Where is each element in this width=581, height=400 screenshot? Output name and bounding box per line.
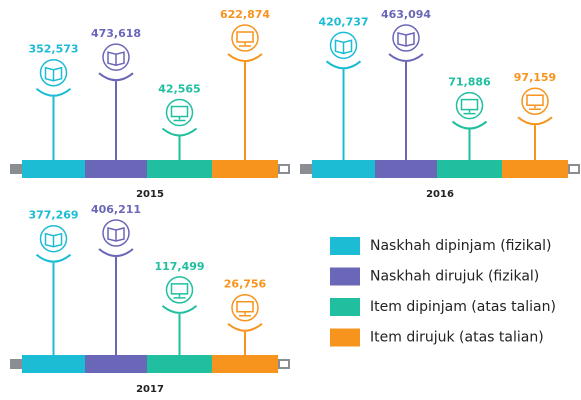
pin-circle bbox=[521, 87, 549, 115]
book-icon bbox=[44, 232, 63, 248]
legend-label: Naskhah dipinjam (fizikal) bbox=[370, 238, 552, 254]
book-icon bbox=[44, 66, 63, 82]
pin-arc bbox=[35, 87, 72, 97]
value-label: 420,737 bbox=[318, 15, 368, 28]
pin-arc bbox=[388, 53, 424, 62]
bar-segment bbox=[85, 355, 147, 373]
bar-segment bbox=[437, 160, 502, 178]
value-label: 622,874 bbox=[220, 8, 270, 21]
year-label: 2017 bbox=[136, 384, 164, 395]
value-label: 97,159 bbox=[514, 71, 556, 84]
bar-segment bbox=[212, 355, 278, 373]
monitor-stand bbox=[173, 293, 186, 299]
pin-arc bbox=[161, 305, 198, 314]
pin-circle bbox=[165, 98, 194, 127]
end-cap bbox=[300, 164, 314, 174]
monitor-stand bbox=[529, 105, 541, 110]
pin-arc bbox=[451, 120, 488, 130]
pin-circle bbox=[231, 293, 259, 322]
legend-swatch bbox=[330, 328, 360, 347]
bar-segment bbox=[85, 160, 147, 178]
end-cap-inner bbox=[570, 166, 578, 172]
legend-swatch bbox=[330, 237, 360, 255]
pin-arc bbox=[517, 116, 553, 126]
pin-arc bbox=[227, 53, 263, 62]
legend-swatch bbox=[330, 298, 360, 316]
value-label: 117,499 bbox=[154, 260, 204, 273]
end-cap bbox=[10, 359, 24, 369]
pin-arc bbox=[35, 253, 72, 263]
value-label: 42,565 bbox=[158, 83, 200, 96]
pin-arc bbox=[227, 322, 263, 332]
book-icon bbox=[397, 32, 415, 47]
year-label: 2016 bbox=[426, 189, 454, 200]
pin-arc bbox=[98, 72, 134, 82]
year-label: 2015 bbox=[136, 189, 164, 200]
bar-segment bbox=[212, 160, 278, 178]
bar-segment bbox=[147, 355, 212, 373]
monitor-stand bbox=[239, 42, 251, 47]
legend-swatch bbox=[330, 267, 360, 286]
legend-label: Item dirujuk (atas talian) bbox=[370, 330, 544, 346]
legend-label: Item dipinjam (atas talian) bbox=[370, 299, 556, 315]
value-label: 26,756 bbox=[224, 278, 267, 291]
bar-segment bbox=[375, 160, 437, 178]
value-label: 352,573 bbox=[28, 43, 78, 56]
pin-circle bbox=[165, 276, 194, 304]
book-icon bbox=[107, 227, 125, 242]
end-cap bbox=[10, 164, 24, 174]
book-icon bbox=[107, 51, 125, 66]
end-cap-inner bbox=[280, 361, 288, 367]
pin-circle bbox=[455, 91, 484, 120]
pin-arc bbox=[325, 60, 362, 70]
legend-label: Naskhah dirujuk (fizikal) bbox=[370, 269, 539, 285]
pin-circle bbox=[231, 24, 259, 52]
bar-segment bbox=[22, 160, 85, 178]
bar-segment bbox=[502, 160, 568, 178]
monitor-stand bbox=[463, 109, 476, 115]
bar-segment bbox=[312, 160, 375, 178]
bar-segment bbox=[147, 160, 212, 178]
monitor-stand bbox=[239, 311, 251, 317]
value-label: 473,618 bbox=[91, 27, 141, 40]
value-label: 463,094 bbox=[381, 8, 431, 21]
monitor-stand bbox=[173, 116, 186, 122]
end-cap-inner bbox=[280, 166, 288, 172]
value-label: 71,886 bbox=[448, 76, 491, 89]
pin-arc bbox=[161, 127, 198, 137]
bar-segment bbox=[22, 355, 85, 373]
pin-arc bbox=[98, 248, 134, 257]
value-label: 377,269 bbox=[28, 209, 78, 222]
value-label: 406,211 bbox=[91, 203, 141, 216]
book-icon bbox=[334, 39, 353, 55]
